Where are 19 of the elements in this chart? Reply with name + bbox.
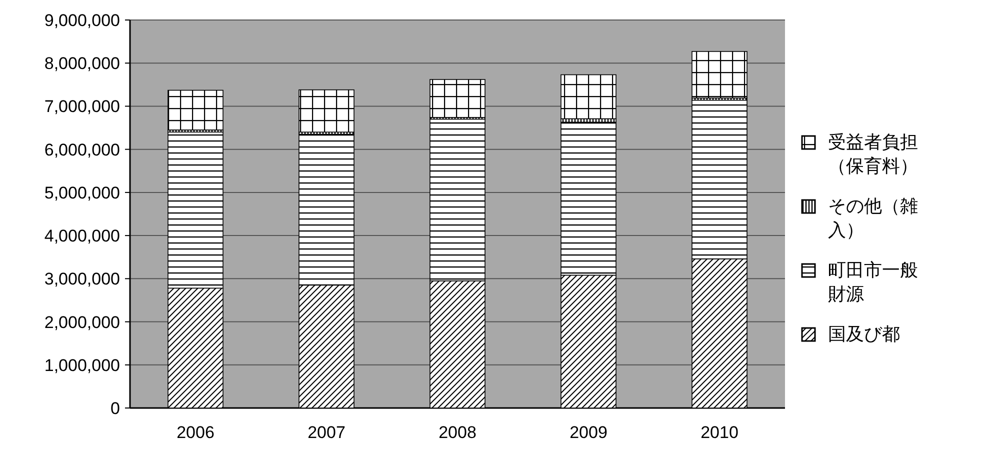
legend-label: その他（雑入）: [828, 196, 918, 240]
x-tick-label: 2010: [700, 423, 738, 442]
y-tick-label: 9,000,000: [44, 11, 120, 30]
x-tick-label: 2006: [176, 423, 214, 442]
y-tick-label: 8,000,000: [44, 54, 120, 74]
legend-label: 受益者負担（保育料）: [828, 132, 918, 176]
y-tick-label: 7,000,000: [44, 97, 120, 116]
x-tick-label: 2007: [308, 423, 346, 442]
y-tick-label: 4,000,000: [44, 226, 120, 246]
legend-label: 町田市一般財源: [828, 260, 918, 304]
y-tick-label: 5,000,000: [44, 183, 120, 202]
x-tick-label: 2009: [570, 423, 608, 442]
legend-label: 国及び都: [828, 324, 900, 344]
y-tick-label: 1,000,000: [44, 356, 120, 375]
y-tick-label: 0: [110, 399, 120, 418]
x-tick-label: 2008: [438, 423, 476, 442]
y-tick-label: 3,000,000: [44, 270, 120, 289]
y-tick-label: 2,000,000: [44, 312, 120, 332]
y-tick-label: 6,000,000: [44, 140, 120, 160]
